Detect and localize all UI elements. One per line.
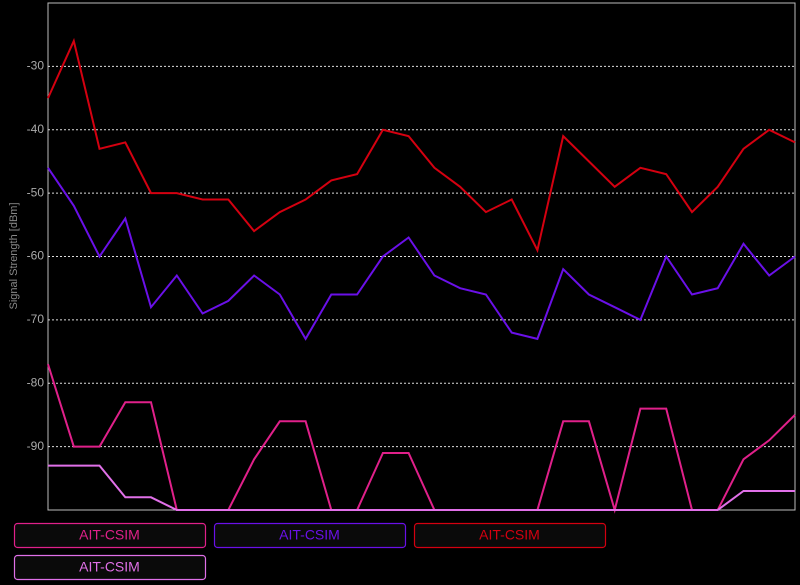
y-tick-label: -30 [27, 59, 45, 73]
series-line [47, 167, 796, 341]
series-line [47, 363, 796, 514]
legend-box [213, 522, 407, 549]
legend-box [13, 522, 207, 549]
legend-item: AIT-CSIM [213, 522, 407, 549]
series-line [47, 37, 796, 254]
y-axis-label: Signal Strength [dBm] [8, 202, 20, 309]
y-tick-label: -90 [27, 439, 45, 453]
series-line [48, 464, 795, 511]
legend-label: AIT-CSIM [79, 527, 140, 543]
y-tick-label: -60 [27, 249, 45, 263]
y-tick-label: -70 [27, 312, 45, 326]
legend-item: AIT-CSIM [413, 522, 607, 549]
legend-label: AIT-CSIM [479, 527, 540, 543]
legend-label: AIT-CSIM [79, 559, 140, 575]
legend-item: AIT-CSIM [13, 554, 207, 581]
legend-item: AIT-CSIM [13, 522, 207, 549]
y-tick-label: -50 [27, 185, 45, 199]
legend-box [13, 554, 207, 581]
y-tick-label: -40 [27, 122, 45, 136]
legend-label: AIT-CSIM [279, 527, 340, 543]
legend-box [413, 522, 607, 549]
y-tick-label: -80 [27, 375, 45, 389]
